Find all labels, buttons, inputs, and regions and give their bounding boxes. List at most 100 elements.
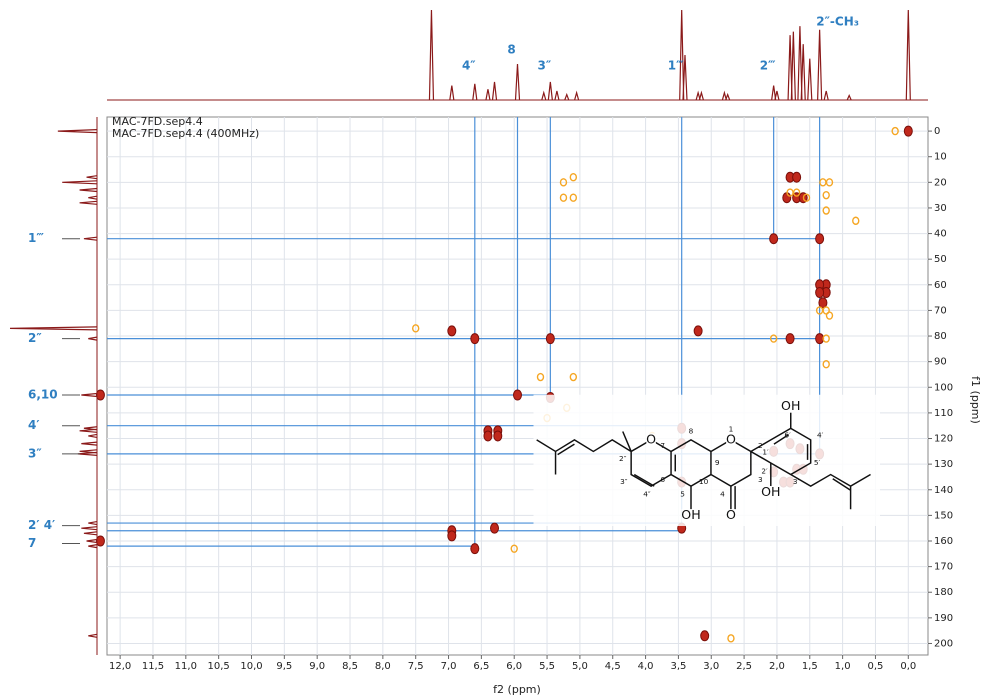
cross-peak [95,535,105,547]
f2-peak [574,90,580,101]
cross-peak [769,334,778,343]
atom-label: O [646,431,656,446]
f2-peak [721,90,727,101]
f1-peak [83,236,98,241]
x-tick-label: 6,5 [473,661,489,672]
f1-peak [77,451,98,456]
cross-peak [903,125,913,137]
cross-peak [95,389,105,401]
x-tick-label: 11,0 [175,661,197,672]
x-tick-label: 6,0 [506,661,522,672]
f2-peak [846,94,852,101]
cross-peak [852,216,860,225]
x-tick-label: 3,5 [670,661,686,672]
bonds [536,412,871,510]
cross-peak [815,333,825,345]
f2-peak [807,58,813,101]
y-tick-label: 200 [934,638,953,649]
y-tick-label: 60 [934,280,947,291]
y-tick-label: 0 [934,126,940,137]
atom-label: OH [681,507,700,522]
x-tick-label: 7,0 [441,661,457,672]
cross-peak [792,188,801,197]
x-tick-label: 4,5 [605,661,621,672]
peak-annotation: 4″ [462,59,476,73]
f1-peak [9,326,98,331]
atom-label: OH [761,484,780,499]
f1-peak [86,538,98,544]
shift-annotation: 3″ [28,446,42,460]
cross-peak [559,178,568,187]
cross-peak [822,360,830,369]
x-tick-label: 3,0 [703,661,719,672]
f2-peak [698,90,704,101]
atom-number: 2′ [761,466,768,475]
cross-peak [536,372,545,382]
cross-peak [510,544,518,553]
atom-bg [681,509,701,522]
atom-bg [726,433,736,447]
y-tick-label: 190 [934,613,953,624]
f1-peak [81,392,98,398]
cross-peak [802,193,811,202]
peak-annotation: 2‴ [760,59,776,73]
x-tick-label: 10,0 [240,661,262,672]
x-tick-label: 4,0 [638,661,654,672]
f1-peak [81,526,98,531]
atom-label: O [726,431,736,446]
cross-peak [493,430,503,442]
cross-peak [559,193,568,202]
atom-number: 3″ [620,477,628,486]
f2-peak [547,81,553,101]
x-tick-label: 9,5 [276,661,292,672]
f1-peak [57,128,98,134]
structure-labels: O O OH O OH OH 1 2 3 4 5 6 7 8 9 10 1′ 2′ 3′ 4′ 5′ 6′ 2″ 3″ 4″ [619,398,824,522]
x-tick-label: 1,5 [802,661,818,672]
atom-number: 7 [660,441,665,450]
x-tick-label: 9,0 [309,661,325,672]
x-axis-label: f2 (ppm) [493,683,541,696]
atom-number: 4 [720,490,725,499]
cross-peak [825,178,834,187]
cross-peak [822,206,830,215]
cross-peak [700,630,710,642]
atom-number: 2 [758,441,763,450]
f1-peak [79,200,98,205]
atom-bg [781,399,801,413]
x-tick-label: 0,0 [900,661,916,672]
atom-number: 8 [689,426,694,435]
shift-annotation: 6,10 [28,387,58,401]
f2-peak [774,90,780,101]
cross-peak [411,324,420,333]
cross-peak [891,126,899,136]
y-tick-label: 40 [934,229,947,240]
peak-annotation: 3″ [537,59,551,73]
f2-peak [428,9,435,101]
f2-peak [725,92,731,101]
y-tick-label: 120 [934,434,953,445]
atom-label: O [726,507,736,522]
structure: O O OH O OH OH 1 2 3 4 5 6 7 8 9 10 1′ 2′ 3′ 4′ 5′ 6′ 2″ 3″ 4″ [533,394,880,526]
f2-peak [485,89,491,101]
y-tick-label: 50 [934,254,947,265]
cross-peak [447,325,457,337]
f2-peak [564,92,570,101]
y-tick-label: 90 [934,357,947,368]
atom-number: 10 [699,477,709,486]
atom-bg [726,509,736,522]
f1-peak [79,428,98,433]
f2-peak [449,85,455,101]
y-tick-label: 150 [934,510,953,521]
shift-annotation: 2″ [28,331,42,345]
f2-peak [797,26,803,101]
shift-annotation: 1‴ [28,231,44,245]
y-tick-label: 180 [934,587,953,598]
shift-annotation: 2′ 4′ [28,518,55,532]
cross-peak [769,233,779,245]
x-tick-label: 5,0 [572,661,588,672]
atom-number: 4″ [643,490,651,499]
cross-peak [818,297,828,309]
y-tick-label: 70 [934,305,947,316]
cross-peak [815,306,824,315]
